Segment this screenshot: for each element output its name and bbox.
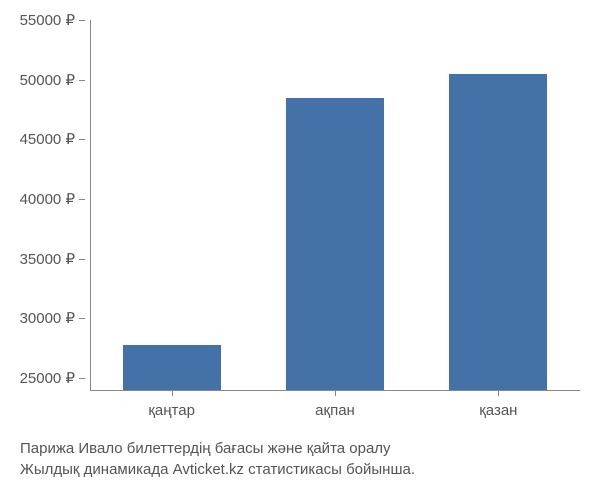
x-axis: қаңтар ақпан қазан [90,398,580,428]
bar [123,345,221,390]
y-tick-mark [79,199,85,200]
bar [286,98,384,390]
x-tick-mark [335,390,336,396]
bar [449,74,547,390]
y-tick-mark [79,80,85,81]
y-tick-label: 30000 ₽ [20,309,75,327]
x-tick-mark [172,390,173,396]
chart-caption: Парижа Ивало билеттердің бағасы және қай… [20,438,415,480]
y-axis: 25000 ₽ 30000 ₽ 35000 ₽ 40000 ₽ 45000 ₽ 50000… [0,20,85,390]
y-tick-mark [79,318,85,319]
y-tick-mark [79,20,85,21]
price-chart: 25000 ₽ 30000 ₽ 35000 ₽ 40000 ₽ 45000 ₽ 50000… [0,0,600,500]
plot-area [90,20,580,390]
x-tick-label: ақпан [315,402,355,419]
y-tick-mark [79,378,85,379]
y-tick-label: 40000 ₽ [20,190,75,208]
y-tick-label: 50000 ₽ [20,71,75,89]
x-tick-label: қаңтар [148,402,195,419]
caption-line-1: Парижа Ивало билеттердің бағасы және қай… [20,438,415,459]
y-tick-label: 45000 ₽ [20,130,75,148]
caption-line-2: Жылдық динамикада Avticket.kz статистика… [20,459,415,480]
y-tick-label: 35000 ₽ [20,250,75,268]
y-tick-label: 55000 ₽ [20,11,75,29]
y-tick-mark [79,259,85,260]
y-tick-mark [79,139,85,140]
x-tick-label: қазан [479,402,517,419]
y-tick-label: 25000 ₽ [20,369,75,387]
x-tick-mark [498,390,499,396]
